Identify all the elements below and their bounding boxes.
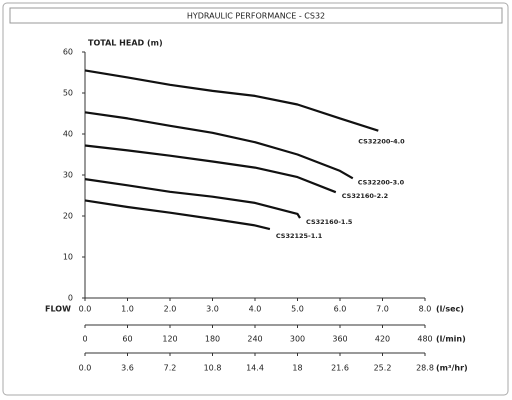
- x-tick-label: 1.0: [121, 305, 134, 314]
- y-tick-label: 60: [63, 48, 73, 57]
- x2-tick-label: 420: [375, 335, 390, 344]
- y-tick-label: 20: [63, 212, 73, 221]
- y-tick-label: 50: [63, 89, 73, 98]
- x2-tick-label: 480: [417, 335, 432, 344]
- x2-tick-label: 3.6: [121, 364, 134, 373]
- curve: [84, 144, 337, 194]
- x2-tick-label: 120: [162, 335, 177, 344]
- y-tick-label: 0: [68, 294, 73, 303]
- y-tick-label: 30: [63, 171, 73, 180]
- x2-tick-label: 14.4: [246, 364, 264, 373]
- curve-label: CS32125-1.1: [276, 232, 323, 240]
- frame: [2, 2, 509, 396]
- x-tick-label: 7.0: [376, 305, 389, 314]
- curve-label: CS32160-1.5: [306, 218, 353, 226]
- y-tick-label: 40: [63, 130, 73, 139]
- x2-tick-label: 18: [292, 364, 302, 373]
- x2-tick-label: 300: [290, 335, 305, 344]
- x2-tick-label: 240: [247, 335, 262, 344]
- x2-tick-label: 28.8: [416, 364, 434, 373]
- x2-tick-label: 0.0: [79, 364, 92, 373]
- x-tick-label: 0.0: [79, 305, 92, 314]
- x2-tick-label: 180: [205, 335, 220, 344]
- x2-tick-label: 25.2: [374, 364, 392, 373]
- x-tick-label: 3.0: [206, 305, 219, 314]
- x2-tick-label: 10.8: [204, 364, 222, 373]
- title-box: [9, 7, 503, 24]
- x2-tick-label: 0: [82, 335, 87, 344]
- x-axis-label: FLOW: [45, 305, 71, 314]
- x2-unit: (l/min): [436, 335, 466, 344]
- curve: [84, 178, 301, 219]
- x-unit: (l/sec): [436, 305, 464, 314]
- x2-tick-label: 360: [332, 335, 347, 344]
- curve-label: CS32200-4.0: [358, 138, 405, 146]
- curve: [84, 111, 354, 180]
- x2-tick-label: 21.6: [331, 364, 349, 373]
- x-tick-label: 8.0: [419, 305, 432, 314]
- x-tick-label: 5.0: [291, 305, 304, 314]
- curve-label: CS32160-2.2: [342, 192, 388, 200]
- y-tick-label: 10: [63, 253, 73, 262]
- curve: [84, 199, 271, 231]
- x2-tick-label: 7.2: [164, 364, 177, 373]
- x-tick-label: 6.0: [334, 305, 347, 314]
- chart-title: HYDRAULIC PERFORMANCE - CS32: [187, 12, 325, 21]
- x-tick-label: 2.0: [164, 305, 177, 314]
- x2-unit: (m³/hr): [436, 364, 468, 373]
- curve: [84, 69, 379, 132]
- x2-tick-label: 60: [122, 335, 132, 344]
- y-axis-label: TOTAL HEAD (m): [88, 39, 163, 48]
- x-tick-label: 4.0: [249, 305, 262, 314]
- curve-label: CS32200-3.0: [358, 178, 405, 186]
